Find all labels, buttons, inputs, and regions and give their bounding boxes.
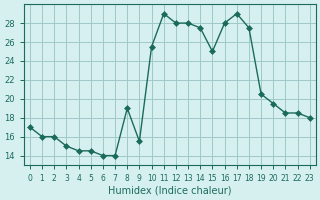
X-axis label: Humidex (Indice chaleur): Humidex (Indice chaleur) [108,186,232,196]
